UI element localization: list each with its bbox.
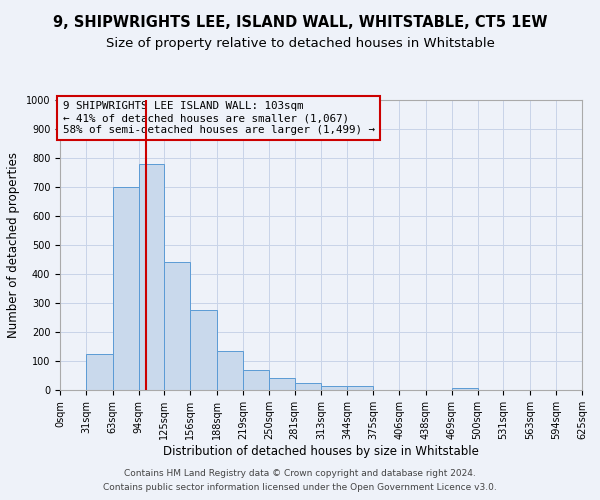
Bar — [139, 164, 164, 390]
Bar — [217, 351, 243, 390]
Bar — [190, 310, 217, 390]
Bar — [243, 370, 269, 390]
Bar — [347, 386, 373, 390]
Text: 9, SHIPWRIGHTS LEE, ISLAND WALL, WHITSTABLE, CT5 1EW: 9, SHIPWRIGHTS LEE, ISLAND WALL, WHITSTA… — [53, 15, 547, 30]
Bar — [113, 187, 139, 390]
Text: Size of property relative to detached houses in Whitstable: Size of property relative to detached ho… — [106, 38, 494, 51]
Bar — [322, 386, 347, 390]
Bar — [269, 378, 295, 390]
Bar — [295, 383, 322, 390]
Text: Contains public sector information licensed under the Open Government Licence v3: Contains public sector information licen… — [103, 484, 497, 492]
Bar — [86, 354, 113, 390]
Text: Contains HM Land Registry data © Crown copyright and database right 2024.: Contains HM Land Registry data © Crown c… — [124, 468, 476, 477]
X-axis label: Distribution of detached houses by size in Whitstable: Distribution of detached houses by size … — [163, 444, 479, 458]
Text: 9 SHIPWRIGHTS LEE ISLAND WALL: 103sqm
← 41% of detached houses are smaller (1,06: 9 SHIPWRIGHTS LEE ISLAND WALL: 103sqm ← … — [62, 102, 374, 134]
Bar — [452, 388, 478, 390]
Y-axis label: Number of detached properties: Number of detached properties — [7, 152, 20, 338]
Bar — [164, 262, 190, 390]
